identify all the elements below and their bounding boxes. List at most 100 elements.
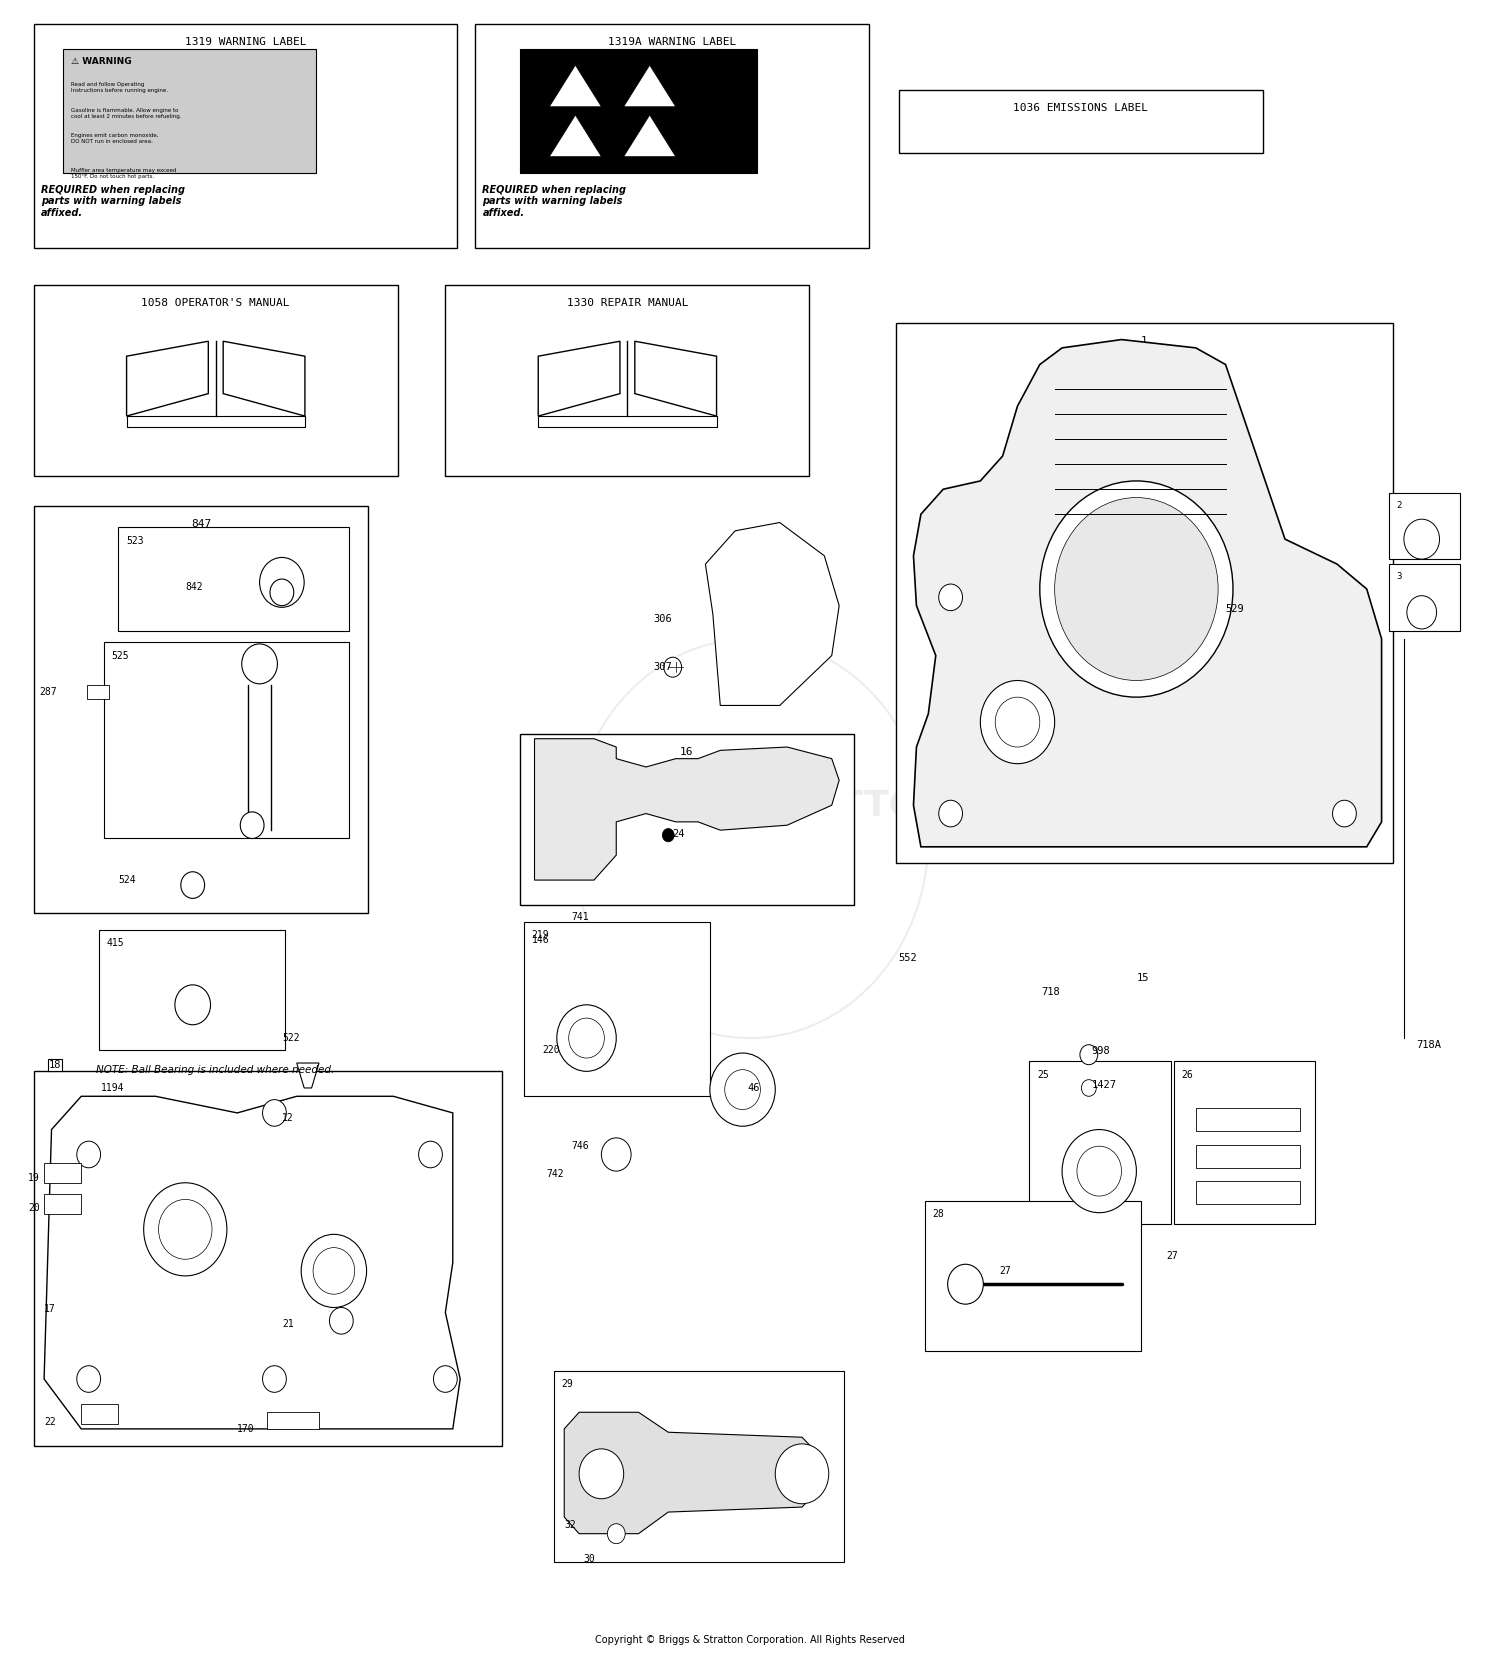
Bar	[33, 506, 368, 914]
Polygon shape	[1196, 1181, 1300, 1204]
Circle shape	[262, 1100, 286, 1127]
Circle shape	[664, 657, 681, 678]
Circle shape	[262, 1365, 286, 1392]
Text: 415: 415	[106, 939, 124, 948]
Bar	[1389, 563, 1461, 631]
Circle shape	[144, 1182, 226, 1276]
Bar	[63, 49, 316, 173]
Circle shape	[579, 1449, 624, 1499]
Text: 998: 998	[1092, 1046, 1110, 1057]
Text: 21: 21	[282, 1320, 294, 1330]
Text: 1427: 1427	[1092, 1080, 1118, 1090]
Circle shape	[1077, 1145, 1122, 1196]
Text: 1330 REPAIR MANUAL: 1330 REPAIR MANUAL	[567, 299, 688, 309]
Polygon shape	[549, 65, 602, 107]
Circle shape	[176, 984, 210, 1025]
Text: 29: 29	[561, 1378, 573, 1389]
Text: 27: 27	[999, 1266, 1011, 1276]
Text: 1194: 1194	[100, 1083, 124, 1093]
Circle shape	[419, 1140, 442, 1167]
Bar	[519, 49, 758, 173]
Circle shape	[608, 1524, 625, 1543]
Circle shape	[330, 1308, 352, 1335]
Bar	[99, 931, 285, 1050]
Bar	[267, 1412, 320, 1429]
Polygon shape	[538, 340, 620, 416]
Text: 1: 1	[1142, 337, 1148, 345]
Circle shape	[939, 800, 963, 827]
Text: 746: 746	[572, 1140, 590, 1150]
Circle shape	[556, 1005, 616, 1072]
Circle shape	[242, 644, 278, 684]
Text: 20: 20	[28, 1202, 39, 1212]
Text: BRIGGS&STRATTON: BRIGGS&STRATTON	[549, 788, 951, 822]
Circle shape	[240, 812, 264, 838]
Text: 28: 28	[933, 1209, 945, 1219]
Text: 22: 22	[44, 1417, 55, 1427]
Polygon shape	[1196, 1144, 1300, 1167]
Text: 842: 842	[186, 582, 202, 592]
Circle shape	[314, 1248, 354, 1295]
Polygon shape	[624, 65, 675, 107]
Circle shape	[1404, 520, 1440, 558]
Text: 741: 741	[572, 912, 590, 922]
Circle shape	[159, 1199, 212, 1259]
Text: 220: 220	[542, 1045, 560, 1055]
Circle shape	[776, 1444, 830, 1504]
Bar	[519, 735, 854, 906]
Text: 25: 25	[1036, 1070, 1048, 1080]
Bar	[896, 324, 1394, 864]
Polygon shape	[44, 1097, 460, 1429]
Bar	[1173, 1062, 1314, 1224]
Bar	[476, 23, 868, 248]
Polygon shape	[624, 116, 675, 156]
Bar	[1029, 1062, 1170, 1224]
Circle shape	[1040, 481, 1233, 698]
Bar	[81, 1404, 118, 1424]
Circle shape	[1054, 498, 1218, 681]
Text: 2: 2	[1396, 501, 1402, 510]
Bar	[926, 1201, 1142, 1350]
Text: 30: 30	[584, 1553, 596, 1563]
Circle shape	[270, 579, 294, 605]
Circle shape	[994, 698, 1039, 746]
Text: 18: 18	[48, 1060, 62, 1070]
Circle shape	[602, 1139, 632, 1171]
Text: Engines emit carbon monoxide,
DO NOT run in enclosed area.: Engines emit carbon monoxide, DO NOT run…	[70, 134, 159, 144]
Text: 287: 287	[39, 688, 57, 698]
Polygon shape	[914, 339, 1382, 847]
Text: Read and follow Operating
Instructions before running engine.: Read and follow Operating Instructions b…	[70, 82, 168, 92]
Text: Muffler area temperature may exceed
150°F. Do not touch hot parts.: Muffler area temperature may exceed 150°…	[70, 168, 176, 179]
Text: 32: 32	[564, 1521, 576, 1531]
Circle shape	[948, 1264, 984, 1305]
Text: 529: 529	[1226, 604, 1245, 614]
Bar	[1389, 493, 1461, 558]
Text: 24: 24	[672, 828, 686, 838]
Circle shape	[1332, 800, 1356, 827]
Bar	[44, 1162, 81, 1182]
Circle shape	[1407, 595, 1437, 629]
Circle shape	[302, 1234, 366, 1308]
Text: 307: 307	[654, 662, 672, 672]
Circle shape	[182, 872, 204, 899]
Circle shape	[724, 1070, 760, 1110]
Text: 1319A WARNING LABEL: 1319A WARNING LABEL	[608, 37, 736, 47]
Polygon shape	[126, 340, 209, 416]
Text: 46: 46	[747, 1083, 759, 1093]
Circle shape	[1080, 1045, 1098, 1065]
Polygon shape	[534, 738, 839, 880]
Polygon shape	[297, 1063, 320, 1088]
Circle shape	[981, 681, 1054, 763]
Text: 17: 17	[44, 1305, 55, 1315]
Bar	[118, 528, 348, 631]
Text: 146: 146	[531, 936, 549, 944]
Text: REQUIRED when replacing
parts with warning labels
affixed.: REQUIRED when replacing parts with warni…	[40, 184, 184, 218]
Circle shape	[568, 1018, 604, 1058]
Bar	[554, 1370, 843, 1561]
Polygon shape	[1196, 1108, 1300, 1132]
Bar	[538, 416, 717, 428]
Circle shape	[260, 557, 305, 607]
Text: 12: 12	[282, 1114, 294, 1124]
Text: ⚠ WARNING: ⚠ WARNING	[70, 57, 132, 65]
Text: 847: 847	[190, 520, 211, 530]
